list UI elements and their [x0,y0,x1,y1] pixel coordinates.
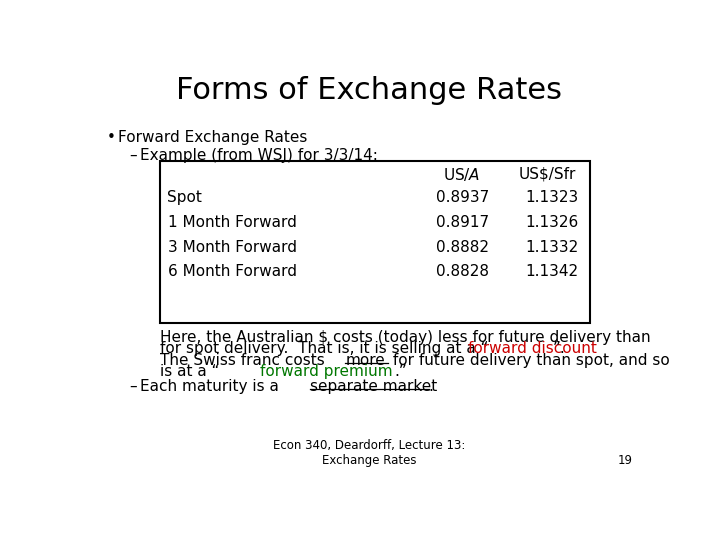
Text: US$/Sfr: US$/Sfr [518,166,576,181]
Text: forward premium: forward premium [260,364,392,379]
Text: 1.1342: 1.1342 [525,264,578,279]
Text: separate market: separate market [310,379,437,394]
Text: more: more [346,353,385,368]
Text: forward discount: forward discount [469,341,598,356]
Text: 19: 19 [618,454,632,467]
Text: Each maturity is a: Each maturity is a [140,379,284,394]
Text: is at a “: is at a “ [160,364,220,379]
Text: Here, the Australian $ costs (today) less for future delivery than: Here, the Australian $ costs (today) les… [160,330,650,345]
Text: Econ 340, Deardorff, Lecture 13:
Exchange Rates: Econ 340, Deardorff, Lecture 13: Exchang… [273,438,465,467]
Text: 0.8937: 0.8937 [436,190,489,205]
Text: Forward Exchange Rates: Forward Exchange Rates [118,130,307,145]
Text: US$/A$: US$/A$ [444,166,481,184]
Text: .: . [428,379,433,394]
Text: 1.1323: 1.1323 [525,190,578,205]
Text: 1.1326: 1.1326 [525,215,578,230]
Text: •: • [107,130,116,145]
Text: –: – [129,379,136,394]
Text: 0.8882: 0.8882 [436,240,489,254]
Text: 6 Month Forward: 6 Month Forward [168,264,297,279]
Text: 3 Month Forward: 3 Month Forward [168,240,297,254]
Text: Forms of Exchange Rates: Forms of Exchange Rates [176,76,562,105]
Text: –: – [129,148,136,163]
Text: 1.1332: 1.1332 [525,240,578,254]
Text: Example (from WSJ) for 3/3/14:: Example (from WSJ) for 3/3/14: [140,148,377,163]
Text: The Swiss franc costs: The Swiss franc costs [160,353,329,368]
Text: 1 Month Forward: 1 Month Forward [168,215,297,230]
Text: for future delivery than spot, and so: for future delivery than spot, and so [388,353,670,368]
Text: 0.8917: 0.8917 [436,215,489,230]
Text: 0.8828: 0.8828 [436,264,489,279]
Text: for spot delivery.  That is, it is selling at a “: for spot delivery. That is, it is sellin… [160,341,488,356]
Text: Spot: Spot [168,190,202,205]
Text: .”: .” [395,364,407,379]
Text: ”.: ”. [553,341,566,356]
Bar [160,161,590,323]
